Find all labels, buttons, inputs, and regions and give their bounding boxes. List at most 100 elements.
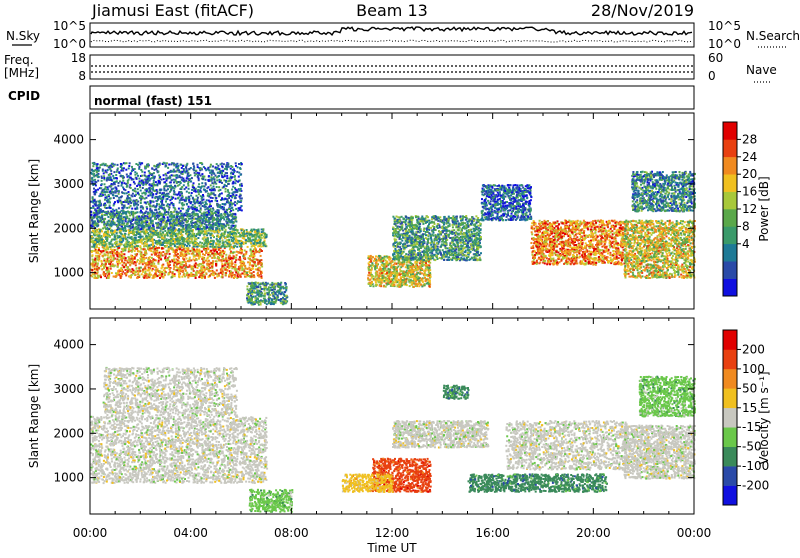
data-cell — [105, 234, 107, 236]
data-cell — [119, 218, 121, 220]
data-cell — [155, 181, 157, 183]
data-cell — [243, 238, 245, 240]
data-cell — [154, 218, 156, 220]
data-cell — [118, 215, 120, 217]
data-cell — [149, 190, 151, 192]
data-cell — [162, 277, 164, 279]
data-cell — [118, 207, 120, 209]
data-cell — [96, 268, 98, 270]
data-cell — [160, 252, 162, 254]
data-cell — [195, 274, 197, 276]
data-cell — [193, 165, 195, 167]
data-cell — [171, 249, 173, 251]
nsky-label: N.Sky — [6, 29, 40, 43]
data-cell — [197, 191, 199, 193]
data-cell — [144, 271, 146, 273]
data-cell — [166, 222, 168, 224]
data-cell — [133, 203, 135, 205]
data-cell — [228, 197, 230, 199]
data-cell — [219, 181, 221, 183]
data-cell — [226, 209, 228, 211]
data-cell — [120, 166, 122, 168]
data-cell — [179, 223, 181, 225]
data-cell — [226, 168, 228, 170]
data-cell — [147, 213, 149, 215]
data-cell — [165, 183, 167, 185]
data-cell — [257, 272, 259, 274]
data-cell — [230, 225, 232, 227]
freq-unit-label: [MHz] — [4, 66, 39, 80]
data-cell — [96, 171, 98, 173]
data-cell — [180, 164, 182, 166]
data-cell — [118, 253, 120, 255]
data-cell — [140, 267, 142, 269]
data-cell — [96, 167, 98, 169]
data-cell — [177, 242, 179, 244]
data-cell — [117, 164, 119, 166]
data-cell — [249, 258, 251, 260]
data-cell — [183, 248, 185, 250]
data-cell — [213, 231, 215, 233]
data-cell — [122, 187, 124, 189]
data-cell — [202, 230, 204, 232]
data-cell — [136, 177, 138, 179]
data-cell — [140, 228, 142, 230]
data-cell — [154, 259, 156, 261]
data-cell — [204, 237, 206, 239]
data-cell — [98, 167, 100, 169]
data-cell — [158, 239, 160, 241]
nave-tick-top: 60 — [708, 51, 723, 65]
data-cell — [108, 273, 110, 275]
data-cell — [111, 239, 113, 241]
data-cell — [132, 168, 134, 170]
data-cell — [171, 235, 173, 237]
data-cell — [105, 197, 107, 199]
data-cell — [142, 271, 144, 273]
data-cell — [257, 230, 259, 232]
data-cell — [173, 263, 175, 265]
data-cell — [146, 229, 148, 231]
data-cell — [205, 202, 207, 204]
data-cell — [132, 216, 134, 218]
data-cell — [166, 190, 168, 192]
data-cell — [235, 197, 237, 199]
data-cell — [218, 273, 220, 275]
data-cell — [137, 175, 139, 177]
data-cell — [107, 254, 109, 256]
data-cell — [143, 181, 145, 183]
data-cell — [210, 197, 212, 199]
data-cell — [175, 251, 177, 253]
data-cell — [211, 262, 213, 264]
data-cell — [136, 267, 138, 269]
data-cell — [149, 256, 151, 258]
nave-label: Nave — [746, 63, 777, 77]
data-cell — [103, 191, 105, 193]
data-cell — [237, 275, 239, 277]
data-cell — [128, 179, 130, 181]
data-cell — [224, 175, 226, 177]
data-cell — [164, 253, 166, 255]
data-cell — [174, 175, 176, 177]
data-cell — [173, 227, 175, 229]
data-cell — [119, 232, 121, 234]
data-cell — [117, 201, 119, 203]
data-cell — [125, 169, 127, 171]
data-cell — [218, 168, 220, 170]
data-cell — [150, 274, 152, 276]
data-cell — [112, 184, 114, 186]
data-cell — [112, 215, 114, 217]
data-cell — [188, 240, 190, 242]
data-cell — [202, 205, 204, 207]
data-cell — [231, 204, 233, 206]
data-cell — [205, 218, 207, 220]
data-cell — [239, 198, 241, 200]
data-cell — [176, 213, 178, 215]
data-cell — [193, 251, 195, 253]
data-cell — [94, 233, 96, 235]
data-cell — [216, 186, 218, 188]
data-cell — [150, 260, 152, 262]
data-cell — [226, 177, 228, 179]
data-cell — [186, 163, 188, 165]
data-cell — [201, 251, 203, 253]
data-cell — [206, 226, 208, 228]
